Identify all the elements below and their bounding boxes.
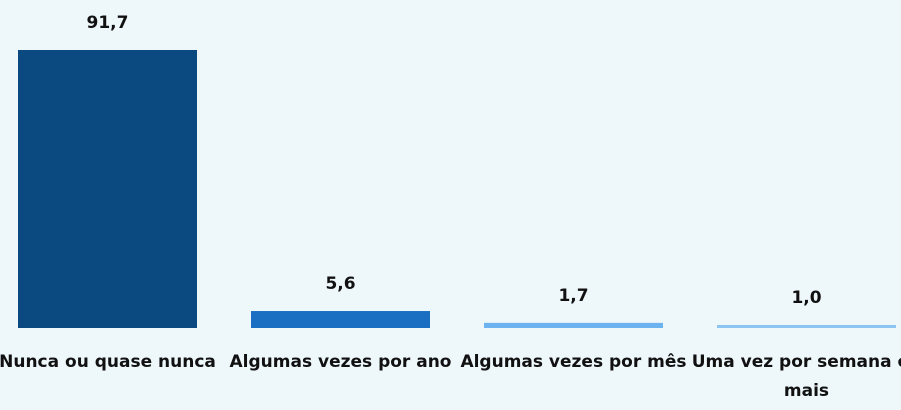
- bar: [484, 322, 663, 328]
- x-label-box: Algumas vezes por ano: [229, 352, 452, 372]
- x-label-box: Algumas vezes por mês: [460, 352, 687, 372]
- x-tick-label: Algumas vezes por mês: [460, 352, 687, 372]
- value-label: 1,0: [791, 288, 821, 308]
- value-label: 91,7: [87, 13, 129, 33]
- x-label-box: Uma vez por semana ou mais: [691, 352, 901, 401]
- value-label: 5,6: [325, 274, 355, 294]
- bar: [717, 324, 896, 328]
- x-tick-label: Algumas vezes por ano: [229, 352, 452, 372]
- x-tick-label: Uma vez por semana ou mais: [691, 352, 901, 401]
- bar: [18, 50, 197, 328]
- value-label: 1,7: [558, 286, 588, 306]
- x-tick-label: Nunca ou quase nunca: [0, 352, 216, 372]
- x-label-box: Nunca ou quase nunca: [0, 352, 216, 372]
- bar: [251, 311, 430, 328]
